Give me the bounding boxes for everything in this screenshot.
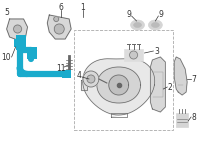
Bar [176, 113, 188, 127]
Text: 5: 5 [4, 7, 9, 16]
Bar [14, 39, 17, 47]
Polygon shape [111, 113, 127, 117]
Circle shape [54, 16, 59, 21]
Ellipse shape [134, 22, 142, 27]
Polygon shape [174, 57, 187, 95]
Text: 8: 8 [192, 112, 196, 122]
Polygon shape [83, 59, 155, 115]
Text: 1: 1 [81, 2, 85, 11]
Text: 7: 7 [192, 75, 196, 83]
Text: 9: 9 [159, 10, 164, 19]
Circle shape [14, 25, 22, 33]
Text: 2: 2 [168, 82, 173, 91]
Text: 10: 10 [1, 52, 10, 61]
Circle shape [83, 71, 99, 87]
Ellipse shape [131, 20, 144, 30]
Text: 4: 4 [77, 71, 81, 80]
Bar [124, 49, 143, 61]
Circle shape [130, 51, 138, 59]
Ellipse shape [148, 20, 162, 30]
Polygon shape [7, 19, 27, 40]
Bar [62, 70, 71, 78]
Text: 9: 9 [126, 10, 131, 19]
Circle shape [87, 75, 95, 83]
Text: 11: 11 [56, 64, 66, 72]
Text: 3: 3 [154, 46, 159, 56]
Polygon shape [81, 80, 87, 90]
Bar [27, 47, 37, 59]
Bar [16, 35, 26, 50]
Ellipse shape [151, 22, 159, 27]
Polygon shape [150, 57, 165, 112]
Circle shape [54, 24, 64, 34]
Text: 6: 6 [59, 2, 64, 11]
Polygon shape [109, 75, 129, 95]
Polygon shape [97, 67, 141, 103]
Bar [74, 30, 173, 130]
Polygon shape [47, 15, 71, 39]
